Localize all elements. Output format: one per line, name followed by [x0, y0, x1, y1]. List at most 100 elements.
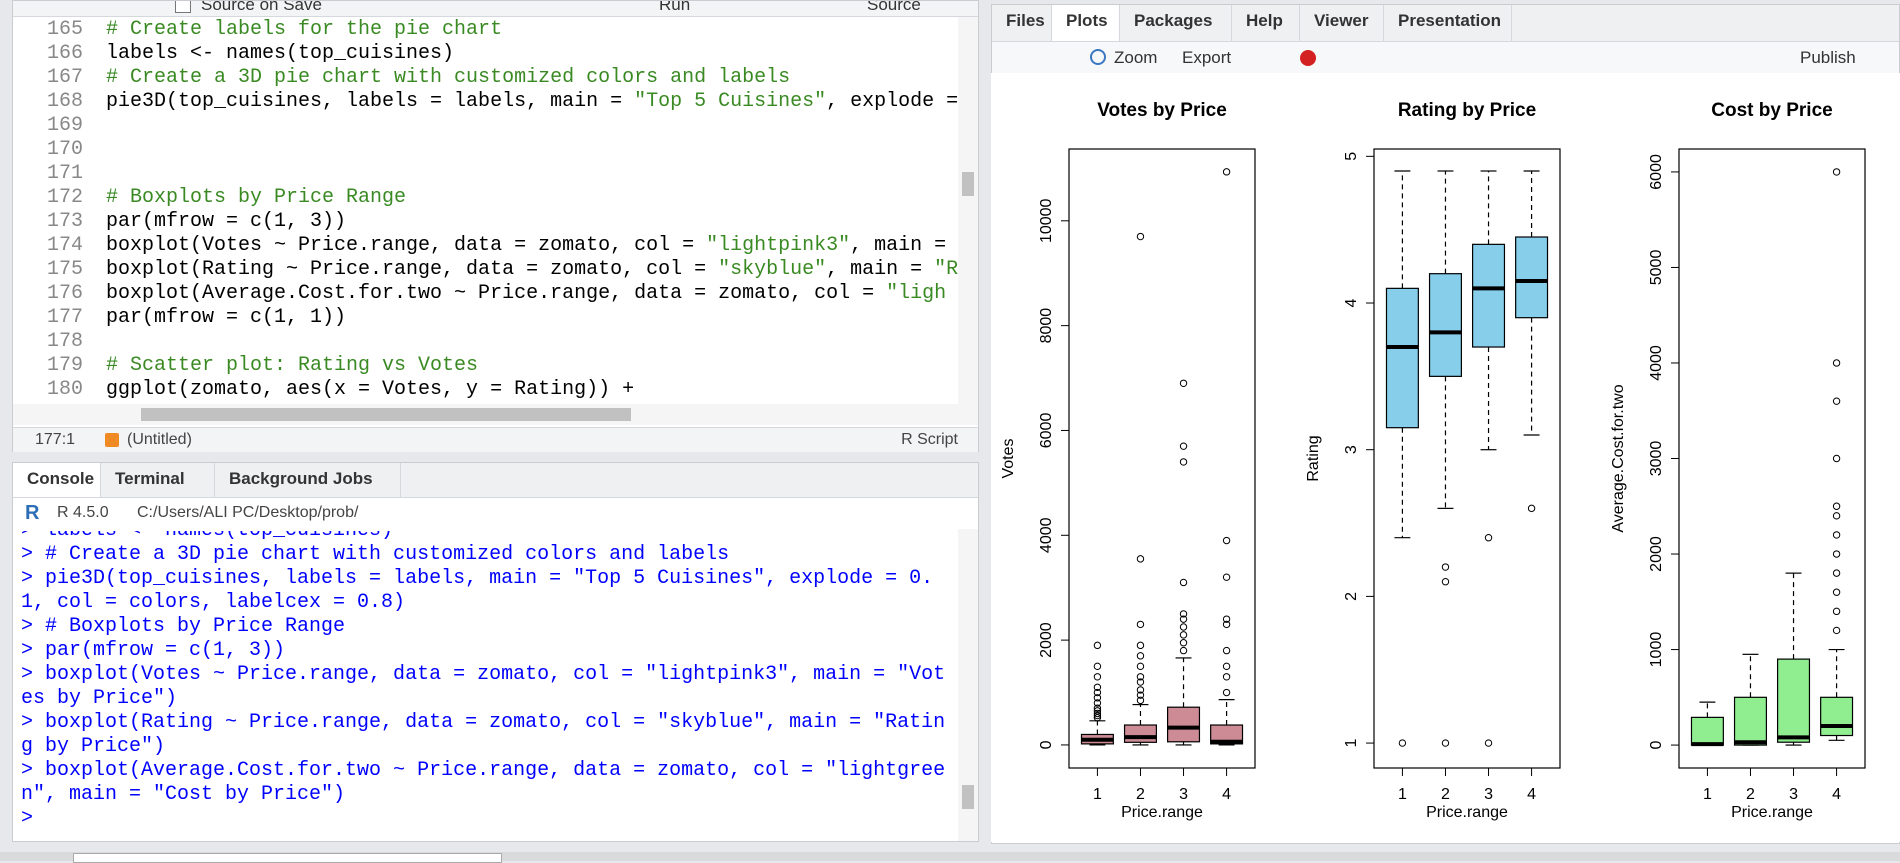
scope[interactable]: (Untitled): [127, 431, 192, 448]
line-number: 172: [46, 186, 83, 209]
outlier: [1441, 578, 1450, 586]
box: [1690, 716, 1724, 746]
tab[interactable]: Viewer: [1300, 5, 1384, 41]
outlier: [1093, 709, 1102, 718]
line-number: 165: [46, 18, 83, 41]
line-number: 178: [46, 330, 83, 353]
y-tick-label: 4000: [1038, 517, 1055, 553]
outlier: [1093, 662, 1102, 671]
outlier: [1179, 631, 1188, 639]
y-tick-label: 1000: [1648, 632, 1665, 668]
publish-button[interactable]: Publish: [1800, 48, 1856, 67]
console-line: > par(mfrow = c(1, 3)): [21, 639, 286, 662]
scroll-thumb[interactable]: [962, 785, 974, 809]
code-text: # Create a 3D pie chart with customized …: [106, 66, 791, 89]
plot-toolbar: Zoom Export Publish: [992, 42, 1899, 75]
tab[interactable]: Presentation: [1384, 5, 1512, 41]
line-number: 181: [13, 402, 83, 404]
source-on-save[interactable]: Source on Save: [201, 1, 322, 14]
outlier: [1136, 662, 1145, 671]
code-line: 175 boxplot(Rating ~ Price.range, data = …: [13, 258, 958, 282]
tab[interactable]: Plots: [1052, 5, 1120, 41]
outlier: [1136, 673, 1145, 681]
box: [1471, 243, 1506, 348]
outlier: [1832, 626, 1841, 635]
tab[interactable]: Background Jobs: [215, 463, 401, 497]
outlier: [1093, 704, 1102, 712]
console-line: >: [21, 807, 34, 830]
source-button[interactable]: Source: [867, 1, 921, 14]
line-number: 171: [46, 162, 83, 185]
code-area[interactable]: 165 # Create labels for the pie chart 166 l…: [13, 18, 958, 404]
x-tick-label: 2: [1746, 786, 1755, 803]
y-tick-label: 2000: [1648, 536, 1665, 572]
x-tick-label: 1: [1703, 786, 1712, 803]
working-dir[interactable]: C:/Users/ALI PC/Desktop/prob/: [137, 504, 359, 521]
export-button[interactable]: Export: [1182, 48, 1232, 67]
code-text: par(mfrow = c(1, 1)): [106, 306, 347, 329]
scroll-thumb[interactable]: [962, 172, 974, 196]
outlier: [1179, 646, 1188, 655]
outlier: [1527, 504, 1536, 513]
code-line: 180 ggplot(zomato, aes(x = Votes, y = Rat…: [13, 378, 958, 402]
chart-title: Cost by Price: [1711, 100, 1832, 121]
code-line: 171: [13, 162, 958, 186]
line-number: 176: [46, 282, 83, 305]
code-text: pie3D(top_cuisines, labels = labels, mai…: [106, 90, 958, 113]
v-scrollbar[interactable]: [958, 529, 978, 841]
outlier: [1093, 688, 1102, 697]
outlier: [1832, 550, 1841, 558]
box: [1123, 724, 1158, 743]
checkbox[interactable]: [175, 1, 191, 13]
plots-pane: Files Plots Packages Help Viewer Present…: [991, 4, 1900, 844]
tab[interactable]: Packages: [1120, 5, 1232, 41]
code-line: 172 # Boxplots by Price Range: [13, 186, 958, 210]
x-axis-title: Price.range: [1731, 804, 1813, 821]
console-pane: Console Terminal Background Jobs R R 4.5…: [12, 462, 979, 842]
line-number: 175: [46, 258, 83, 281]
outlier: [1093, 673, 1102, 681]
zoom-button[interactable]: Zoom: [1114, 48, 1158, 67]
outlier: [1093, 694, 1102, 702]
outlier: [1832, 512, 1841, 520]
file-type[interactable]: R Script: [901, 431, 958, 448]
outlier: [1222, 536, 1231, 545]
code-line: 165 # Create labels for the pie chart: [13, 18, 958, 42]
plot-canvas: Votes by Price Price.range Votes 1 2 3 4 0 2000 4…: [991, 73, 1900, 842]
code-line: 177 par(mfrow = c(1, 1)): [13, 306, 958, 330]
outlier: [1179, 623, 1188, 631]
console-output[interactable]: > labels <- names(top_cuisines)> # Creat…: [13, 531, 958, 841]
box: [1210, 724, 1244, 745]
run-button[interactable]: Run: [659, 1, 691, 14]
console-line: 1, col = colors, labelcex = 0.8): [21, 591, 406, 614]
outlier: [1832, 168, 1841, 176]
file-icon: [105, 433, 119, 447]
editor-toolbar: Source on Save Run Source: [13, 1, 978, 17]
console-line: > labels <- names(top_cuisines): [21, 531, 393, 543]
outlier: [1832, 607, 1841, 616]
remove-icon[interactable]: [1300, 50, 1316, 66]
code-text: boxplot(Average.Cost.for.two ~ Price.ran…: [106, 282, 947, 305]
h-scrollbar[interactable]: [13, 404, 978, 425]
r-version: R 4.5.0: [57, 504, 109, 521]
taskbar-item: [73, 853, 502, 863]
y-tick-label: 3000: [1648, 441, 1665, 477]
x-axis-title: Price.range: [1426, 804, 1508, 821]
tab[interactable]: Files: [992, 5, 1052, 41]
outlier: [1093, 707, 1102, 715]
tab[interactable]: Help: [1232, 5, 1300, 41]
scroll-thumb[interactable]: [141, 408, 631, 421]
tab[interactable]: Console: [13, 463, 101, 497]
outlier: [1832, 502, 1841, 510]
code-text: # Boxplots by Price Range: [106, 186, 407, 209]
outlier: [1179, 379, 1188, 387]
outlier: [1222, 688, 1231, 697]
outlier: [1832, 569, 1841, 577]
outlier: [1179, 610, 1188, 618]
v-scrollbar[interactable]: [958, 17, 978, 404]
y-tick-label: 4: [1343, 298, 1360, 307]
tab[interactable]: Terminal: [101, 463, 215, 497]
code-line: 181: [13, 402, 958, 404]
plot-frame: [1678, 148, 1866, 769]
outlier: [1136, 620, 1145, 629]
